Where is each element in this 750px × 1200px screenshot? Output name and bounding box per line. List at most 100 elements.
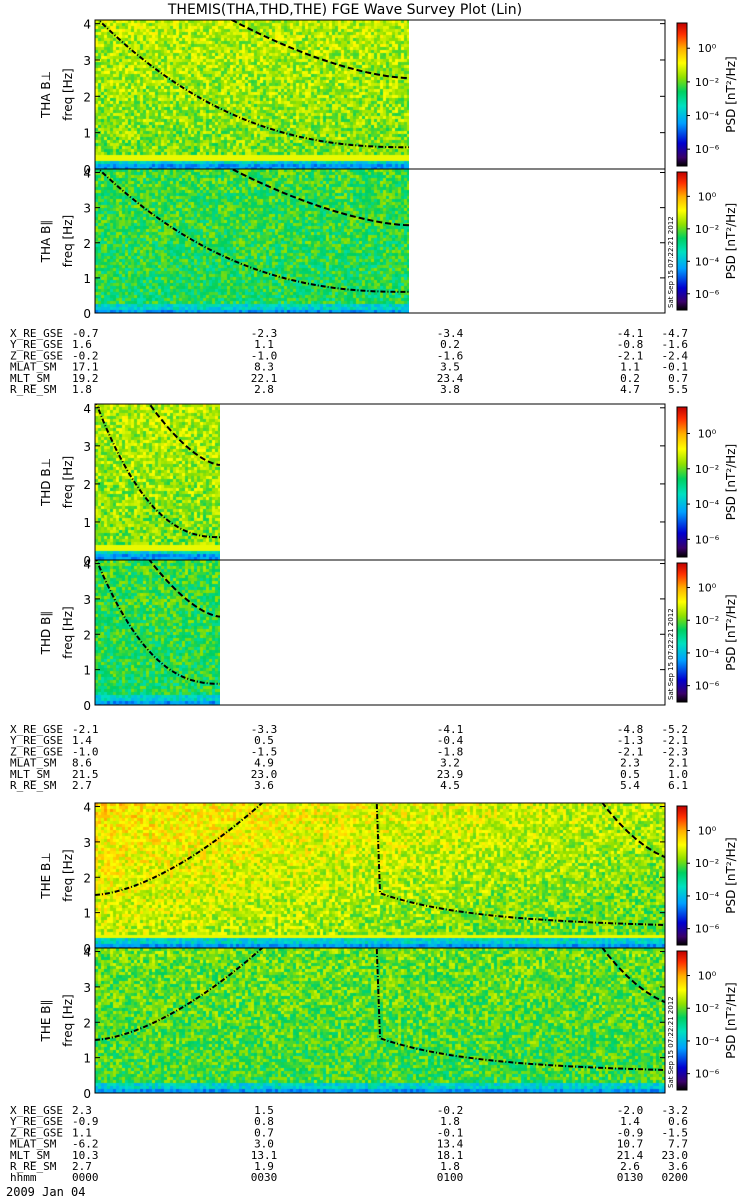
colorbar-tick-label: 10⁻⁴	[695, 110, 720, 123]
ephemeris-value: -4.1	[617, 327, 644, 340]
colorbar	[676, 22, 688, 167]
ephemeris-value: 0200	[662, 1171, 689, 1184]
ephemeris-value: -0.4	[437, 734, 464, 747]
y-tick-label: 0	[83, 554, 91, 568]
ephemeris-label: Y_RE_GSE	[10, 1115, 63, 1128]
colorbar-label: PSD [nT²/Hz]	[724, 594, 738, 670]
colorbar-tick-label: 10⁻⁶	[695, 143, 720, 156]
y-tick-label: 0	[83, 942, 91, 956]
ephemeris-value: 1.1	[620, 361, 640, 374]
spectrogram-panel: 0 1 2 3 4 THA B⊥ freq [Hz] 10⁰ 10⁻² 10⁻⁴ 10⁻⁶ PSD […	[39, 18, 738, 177]
ephemeris-value: 21.4	[617, 1149, 644, 1162]
ephemeris-value: 0.2	[440, 338, 460, 351]
ephemeris-value: 5.4	[620, 779, 640, 792]
ephemeris-value: -2.0	[617, 1104, 644, 1117]
y-tick-label: 1	[83, 127, 91, 141]
ephemeris-value: -0.8	[617, 338, 644, 351]
frequency-trace	[95, 803, 264, 896]
ephemeris-value: 23.9	[437, 768, 464, 781]
ephemeris-value: 8.3	[254, 361, 274, 374]
frequency-trace	[148, 560, 220, 618]
y-tick-label: 3	[83, 440, 91, 454]
y-tick-label: 1	[83, 664, 91, 678]
ephemeris-value: 10.3	[72, 1149, 99, 1162]
ephemeris-value: -3.4	[437, 327, 464, 340]
spectrogram-image	[95, 169, 409, 313]
frequency-trace	[95, 560, 220, 685]
ephemeris-value: 1.9	[254, 1160, 274, 1173]
ephemeris-value: 0.8	[254, 1115, 274, 1128]
ephemeris-value: 10.7	[617, 1138, 644, 1151]
y-tick-label: 4	[83, 167, 91, 181]
colorbar-tick-label: 10⁻²	[695, 614, 719, 627]
panel-ylabel: THE B⊥	[39, 852, 53, 899]
ephemeris-value: 1.1	[72, 1126, 92, 1139]
colorbar-tick-label: 10⁻⁴	[695, 647, 720, 660]
ephemeris-value: 13.4	[437, 1138, 464, 1151]
colorbar-tick-label: 10⁻⁶	[695, 533, 720, 546]
spectrogram-panel: 0 1 2 3 4 THA B∥ freq [Hz] 10⁰ 10⁻² 10⁻⁴ 10⁻⁶ PSD […	[39, 167, 738, 321]
frequency-trace	[375, 803, 665, 926]
colorbar-tick-label: 10⁻²	[695, 1002, 719, 1015]
ephemeris-value: -0.7	[72, 327, 99, 340]
ephemeris-value: -0.2	[437, 1104, 464, 1117]
ephemeris-value: 0.7	[254, 1126, 274, 1139]
y-tick-label: 4	[83, 801, 91, 815]
colorbar-tick-label: 10⁻⁶	[695, 288, 720, 301]
ephemeris-value: 0100	[437, 1171, 464, 1184]
ephemeris-value: -2.3	[251, 327, 278, 340]
ephemeris-label: MLT_SM	[10, 1149, 50, 1162]
ephemeris-value: -2.4	[662, 349, 689, 362]
ephemeris-value: 23.4	[437, 372, 464, 385]
ephemeris-value: -0.1	[662, 361, 689, 374]
ephemeris-label: hhmm	[10, 1171, 37, 1184]
colorbar-tick-label: 10⁰	[698, 582, 717, 595]
plot-title: THEMIS(THA,THD,THE) FGE Wave Survey Plot…	[167, 2, 522, 18]
ephemeris-value: 1.8	[440, 1115, 460, 1128]
ephemeris-value: 4.5	[440, 779, 460, 792]
ephemeris-value: 3.0	[254, 1138, 274, 1151]
colorbar	[676, 950, 688, 1091]
colorbar-label: PSD [nT²/Hz]	[724, 837, 738, 913]
frequency-trace	[95, 948, 264, 1041]
y-tick-label: 2	[83, 628, 91, 642]
y-tick-label: 0	[83, 699, 91, 713]
colorbar-tick-label: 10⁰	[698, 190, 717, 203]
spectrogram-image	[95, 20, 409, 169]
colorbar-tick-label: 10⁰	[698, 42, 717, 55]
frequency-trace	[229, 20, 409, 80]
y-tick-label: 3	[83, 593, 91, 607]
ephemeris-value: -0.9	[72, 1115, 99, 1128]
timestamp-stamp: Sat Sep 15 07:22:21 2012	[667, 216, 675, 308]
ephemeris-value: -2.1	[72, 723, 99, 736]
colorbar-tick-label: 10⁻²	[695, 463, 719, 476]
colorbar	[676, 406, 688, 558]
colorbar-tick-label: 10⁰	[698, 970, 717, 983]
spectrogram-image	[95, 404, 220, 560]
y-tick-label: 4	[83, 402, 91, 416]
ephemeris-value: -6.2	[72, 1138, 99, 1151]
y-tick-label: 2	[83, 237, 91, 251]
ephemeris-value: 1.8	[440, 1160, 460, 1173]
ephemeris-table: X_RE_GSE -2.1 -3.3 -4.1 -4.8 -5.2 Y_RE_GSE 1.4 0…	[10, 723, 688, 792]
colorbar-tick-label: 10⁻⁴	[695, 1035, 720, 1048]
y-tick-label: 2	[83, 478, 91, 492]
ephemeris-label: R_RE_SM	[10, 1160, 57, 1173]
ephemeris-label: R_RE_SM	[10, 383, 57, 396]
colorbar-tick-label: 10⁻⁶	[695, 923, 720, 936]
ephemeris-value: 0130	[617, 1171, 644, 1184]
ephemeris-value: 1.4	[72, 734, 92, 747]
ephemeris-value: 5.5	[668, 383, 688, 396]
ephemeris-value: 6.1	[668, 779, 688, 792]
ephemeris-value: -4.8	[617, 723, 644, 736]
frequency-trace	[95, 404, 220, 539]
colorbar-tick-label: 10⁻⁴	[695, 498, 720, 511]
ephemeris-value: 2.1	[668, 757, 688, 770]
ephemeris-value: -1.0	[72, 745, 99, 758]
panel-ylabel: THD B∥	[39, 611, 53, 656]
y-tick-label: 2	[83, 90, 91, 104]
ephemeris-value: 0030	[251, 1171, 278, 1184]
ephemeris-value: -4.1	[437, 723, 464, 736]
ephemeris-value: 0.5	[620, 768, 640, 781]
ephemeris-value: 3.2	[440, 757, 460, 770]
